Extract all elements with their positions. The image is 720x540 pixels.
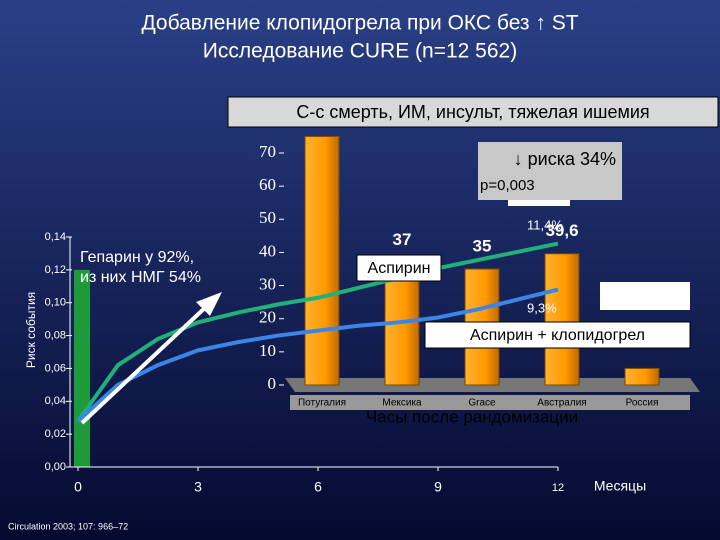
x-tick-label: 6	[314, 479, 322, 495]
white-strip	[508, 200, 570, 206]
annotation: 9,3%	[527, 300, 557, 315]
series-line	[76, 287, 559, 423]
annotation: из них НМГ 54%	[80, 269, 201, 286]
title-box	[227, 96, 719, 128]
x-tick-label: Потугалия	[298, 398, 346, 409]
bar	[544, 253, 580, 386]
bar-chart: 0 10 20 30 40 50 60 70 Потугалия Мексика 37 Grace 35…	[259, 135, 700, 426]
series-line	[76, 241, 559, 423]
annotation: p=0,003	[480, 177, 535, 194]
legend-label: Аспирин + клопидогрел	[470, 327, 645, 344]
y-tick-label: 10	[259, 341, 276, 360]
y-tick-label: 0,12	[45, 264, 66, 276]
slide-subtitle: Исследование CURE (n=12 562)	[203, 40, 517, 63]
y-tick-label: 0,02	[45, 428, 66, 440]
arrow-head	[196, 292, 222, 316]
legend-box	[424, 321, 691, 349]
y-tick-label: 0,10	[45, 297, 66, 309]
arrow	[80, 303, 210, 425]
x-tick-label: 12	[552, 482, 564, 494]
x-tick-label: Россия	[626, 398, 659, 409]
annotation: 11,4%	[527, 217, 563, 232]
y-tick-label: 70	[259, 142, 276, 161]
y-tick-label: 0,06	[45, 362, 66, 374]
legend-box	[356, 254, 442, 282]
x-axis-label: Часы после рандомизации	[366, 407, 578, 426]
value-label: 39,6	[545, 221, 578, 240]
y-tick-label: 30	[259, 274, 276, 293]
x-tick-label: Австралия	[537, 398, 586, 409]
heparin-band	[74, 269, 90, 467]
x-tick-label: Grace	[468, 398, 496, 409]
line-chart: 0,00 0,02 0,04 0,06 0,08 0,10 0,12 0,14 0 3 6 9 12 Ри…	[24, 96, 719, 495]
source: Circulation 2003; 107: 966–72	[8, 521, 128, 531]
slide-title: Добавление клопидогрела при ОКС без ↑ ST	[141, 12, 578, 35]
y-tick-label: 20	[259, 308, 276, 327]
risk-box	[478, 142, 622, 200]
x-axis-label: Месяцы	[594, 478, 646, 494]
bar	[304, 135, 340, 386]
y-tick-label: 0,04	[45, 395, 66, 407]
y-tick-label: 0,14	[45, 231, 66, 243]
bar	[624, 367, 660, 386]
y-tick-label: 0,08	[45, 329, 66, 341]
y-tick-label: 0,00	[45, 461, 66, 473]
value-label: 37	[393, 230, 412, 249]
annotation: Гепарин у 92%,	[80, 249, 194, 266]
y-tick-label: 60	[259, 175, 276, 194]
y-tick-label: 0	[268, 374, 277, 393]
legend-label: Аспирин	[368, 260, 431, 277]
value-label: 35	[473, 236, 492, 255]
x-tick-label: 3	[194, 479, 202, 495]
x-tick-label: 9	[434, 479, 442, 495]
x-tick-label: Мексика	[382, 398, 422, 409]
y-axis-label: Риск события	[24, 292, 38, 368]
x-tick-label: 0	[74, 479, 82, 495]
y-tick-label: 40	[259, 241, 276, 260]
category-strip	[290, 395, 690, 410]
y-tick-label: 50	[259, 208, 276, 227]
chart-title: С-с смерть, ИМ, инсульт, тяжелая ишемия	[296, 102, 649, 122]
white-box	[600, 282, 690, 310]
annotation: ↓ риска 34%	[514, 149, 616, 169]
